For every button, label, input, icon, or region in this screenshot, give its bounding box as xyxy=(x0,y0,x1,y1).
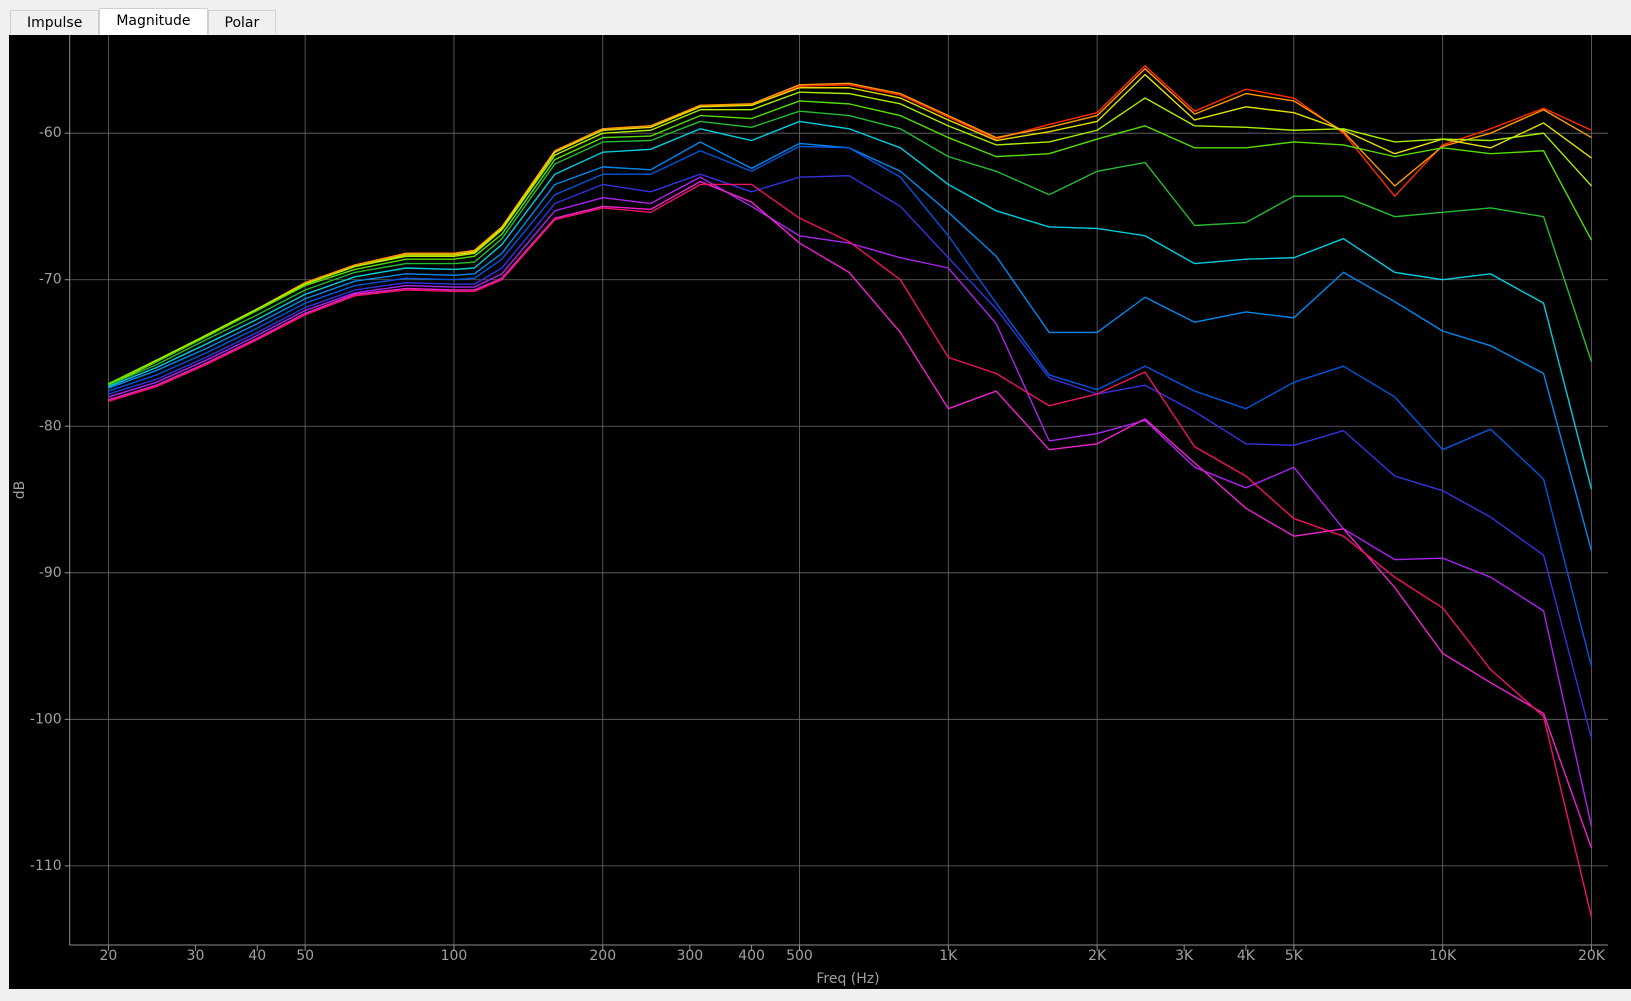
y-tick-label: -110 xyxy=(30,858,62,874)
plot-background xyxy=(9,35,1631,989)
x-tick-label: 3K xyxy=(1175,948,1194,964)
series-line xyxy=(108,110,1593,386)
x-tick-label: 500 xyxy=(786,948,813,964)
x-tick-label: 300 xyxy=(676,948,703,964)
tab[interactable]: Magnitude xyxy=(99,8,208,35)
x-tick-label: 1K xyxy=(939,948,958,964)
y-tick-label: -70 xyxy=(39,272,62,288)
y-tick-label: -60 xyxy=(39,125,62,141)
series-line xyxy=(108,176,1593,827)
y-axis-label: dB xyxy=(12,481,28,500)
y-tick-label: -80 xyxy=(39,418,62,434)
series-line xyxy=(108,145,1593,667)
x-tick-label: 100 xyxy=(441,948,468,964)
y-tick-label: -100 xyxy=(30,711,62,727)
x-axis-label: Freq (Hz) xyxy=(816,971,879,987)
x-tick-label: 40 xyxy=(248,948,266,964)
x-tick-label: 30 xyxy=(187,948,205,964)
x-tick-label: 10K xyxy=(1429,948,1457,964)
tab-bar: Impulse Magnitude Polar xyxy=(10,8,277,35)
tab[interactable]: Polar xyxy=(207,10,277,34)
x-tick-label: 5K xyxy=(1285,948,1304,964)
y-tick-label: -90 xyxy=(39,565,62,581)
x-tick-label: 20K xyxy=(1578,948,1606,964)
x-tick-label: 4K xyxy=(1237,948,1256,964)
x-tick-label: 400 xyxy=(738,948,765,964)
x-tick-label: 2K xyxy=(1088,948,1107,964)
series-line xyxy=(108,120,1593,490)
series-line xyxy=(108,91,1592,385)
x-tick-label: 20 xyxy=(100,948,118,964)
tab[interactable]: Impulse xyxy=(10,10,100,34)
series-line xyxy=(108,183,1593,918)
series-line xyxy=(108,100,1593,385)
series-line xyxy=(108,173,1593,739)
x-tick-label: 200 xyxy=(589,948,616,964)
series-line xyxy=(108,180,1593,849)
x-tick-label: 50 xyxy=(296,948,314,964)
series-line xyxy=(108,141,1593,551)
